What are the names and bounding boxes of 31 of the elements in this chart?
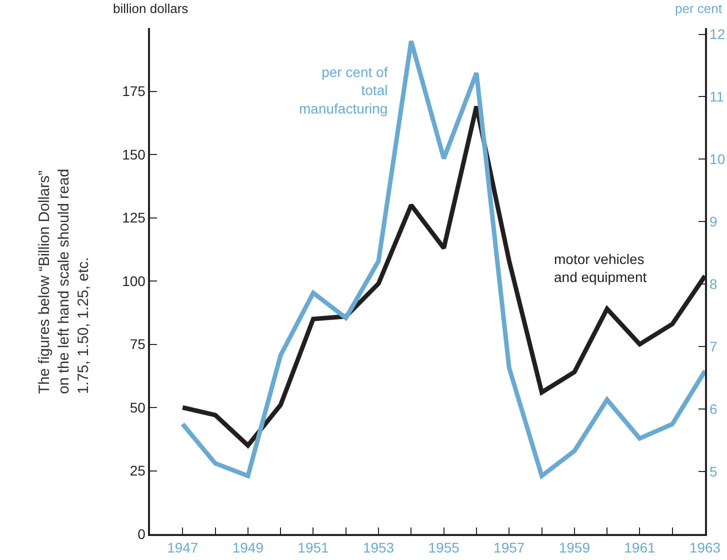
x-tick-label: 1957 (494, 540, 525, 556)
y-tick-label: 125 (122, 210, 146, 226)
x-tick-label: 1959 (558, 540, 590, 556)
y2-tick-label: 10 (710, 151, 726, 168)
y2-tick-label: 6 (710, 400, 718, 417)
y-tick-label: 100 (122, 272, 146, 289)
y2-tick-label: 11 (710, 88, 724, 105)
x-tick-label: 1961 (624, 540, 656, 556)
y2-axis-title: per cent (675, 1, 722, 16)
text: motor vehicles and equipment (554, 251, 647, 286)
x-tick-label: 1953 (362, 540, 394, 556)
y2-tick-label: 8 (710, 276, 718, 292)
y-tick-label: 175 (122, 83, 146, 100)
y2-tick-label: 12 (710, 26, 726, 42)
y-tick-label: 150 (122, 146, 146, 162)
y2-tick-label: 9 (710, 214, 718, 230)
line-series (180, 38, 705, 478)
x-tick-label: 1955 (428, 540, 460, 556)
y-tick-label: 0 (138, 526, 146, 542)
y-tick-label: 25 (130, 462, 146, 479)
y-axis-title: billion dollars (113, 1, 189, 16)
x-tick-label: 1951 (298, 540, 330, 556)
x-tick-label: 1947 (167, 540, 198, 556)
x-tick-label: 1963 (689, 540, 721, 556)
y2-tick-label: 7 (710, 338, 718, 354)
y-tick-label: 75 (130, 336, 146, 352)
series-label: per cent of total manufacturing (299, 64, 388, 116)
text: The figures below “Billion Dollars” on the left hand scale should read 1.75, 1.50, 1.25, etc. (36, 168, 92, 394)
x-tick-label: 1949 (232, 540, 264, 556)
y-tick-label: 50 (130, 399, 146, 416)
y2-tick-label: 5 (710, 463, 718, 480)
